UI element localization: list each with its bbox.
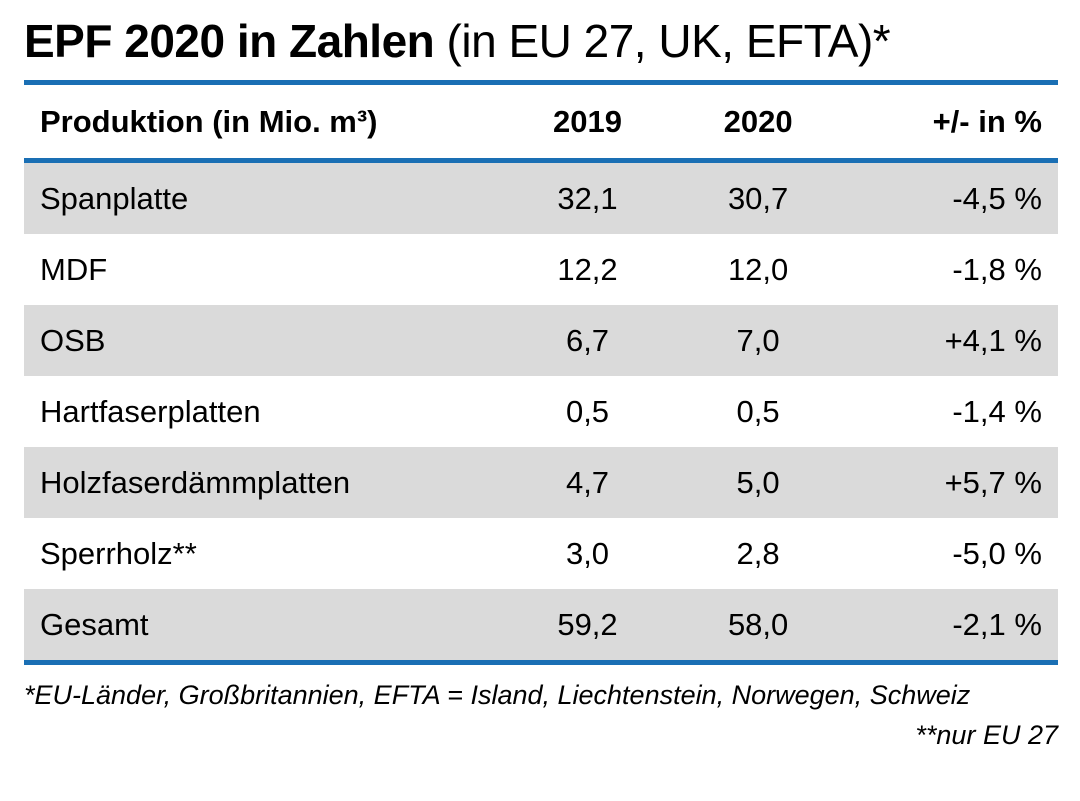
- value-2020: 30,7: [727, 180, 789, 216]
- row-label: OSB: [40, 322, 106, 358]
- value-2020: 12,0: [727, 251, 789, 287]
- value-2020: 0,5: [736, 393, 780, 429]
- value-change: -1,8 %: [952, 251, 1042, 287]
- header-change: +/- in %: [932, 103, 1042, 139]
- value-change: -4,5 %: [952, 180, 1042, 216]
- value-change: -5,0 %: [952, 535, 1042, 571]
- header-2020: 2020: [723, 103, 793, 139]
- value-2019: 12,2: [557, 251, 618, 287]
- table-header-row: Produktion (in Mio. m³) 2019 2020 +/- in…: [24, 84, 1058, 158]
- header-produktion: Produktion (in Mio. m³): [40, 103, 378, 139]
- value-2019: 3,0: [565, 535, 610, 571]
- value-change: +4,1 %: [944, 322, 1042, 358]
- row-label: Spanplatte: [40, 180, 189, 216]
- divider-under-header: [24, 157, 1058, 163]
- value-2019: 6,7: [565, 322, 610, 358]
- divider-under-title: [24, 79, 1058, 85]
- divider-under-table: [24, 659, 1058, 665]
- row-label: Sperrholz**: [40, 535, 197, 571]
- table-row: Holzfaserdämmplatten 4,7 5,0 +5,7 %: [24, 446, 1058, 518]
- header-2019: 2019: [553, 103, 622, 139]
- value-2020: 58,0: [727, 606, 789, 642]
- value-2020: 2,8: [736, 535, 780, 571]
- value-2019: 4,7: [565, 464, 610, 500]
- value-change: -1,4 %: [952, 393, 1042, 429]
- value-change: -2,1 %: [952, 606, 1042, 642]
- table-row: OSB 6,7 7,0 +4,1 %: [24, 304, 1058, 376]
- production-table: Produktion (in Mio. m³) 2019 2020 +/- in…: [24, 84, 1058, 665]
- table-row: MDF 12,2 12,0 -1,8 %: [24, 234, 1058, 305]
- page-title-bold: EPF 2020 in Zahlen: [24, 15, 435, 67]
- row-label: Hartfaserplatten: [40, 393, 261, 429]
- value-2019: 59,2: [557, 606, 618, 642]
- value-2020: 5,0: [736, 464, 780, 500]
- footnote-eu-efta: *EU-Länder, Großbritannien, EFTA = Islan…: [24, 679, 971, 710]
- row-label: Holzfaserdämmplatten: [40, 464, 351, 500]
- value-change: +5,7 %: [944, 464, 1042, 500]
- row-label: Gesamt: [40, 606, 149, 642]
- table-row: Hartfaserplatten 0,5 0,5 -1,4 %: [24, 376, 1058, 447]
- row-label: MDF: [40, 251, 108, 287]
- value-2019: 0,5: [565, 393, 610, 429]
- value-2020: 7,0: [736, 322, 780, 358]
- table-row: Sperrholz** 3,0 2,8 -5,0 %: [24, 518, 1058, 589]
- table-row-total: Gesamt 59,2 58,0 -2,1 %: [24, 588, 1058, 660]
- value-2019: 32,1: [557, 180, 618, 216]
- footnotes: *EU-Länder, Großbritannien, EFTA = Islan…: [24, 677, 1058, 754]
- page-title-regular: (in EU 27, UK, EFTA)*: [434, 15, 891, 67]
- table-row: Spanplatte 32,1 30,7 -4,5 %: [24, 162, 1058, 234]
- footnote-nur-eu27: **nur EU 27: [915, 720, 1058, 751]
- page-title: EPF 2020 in Zahlen (in EU 27, UK, EFTA)*: [24, 12, 1058, 72]
